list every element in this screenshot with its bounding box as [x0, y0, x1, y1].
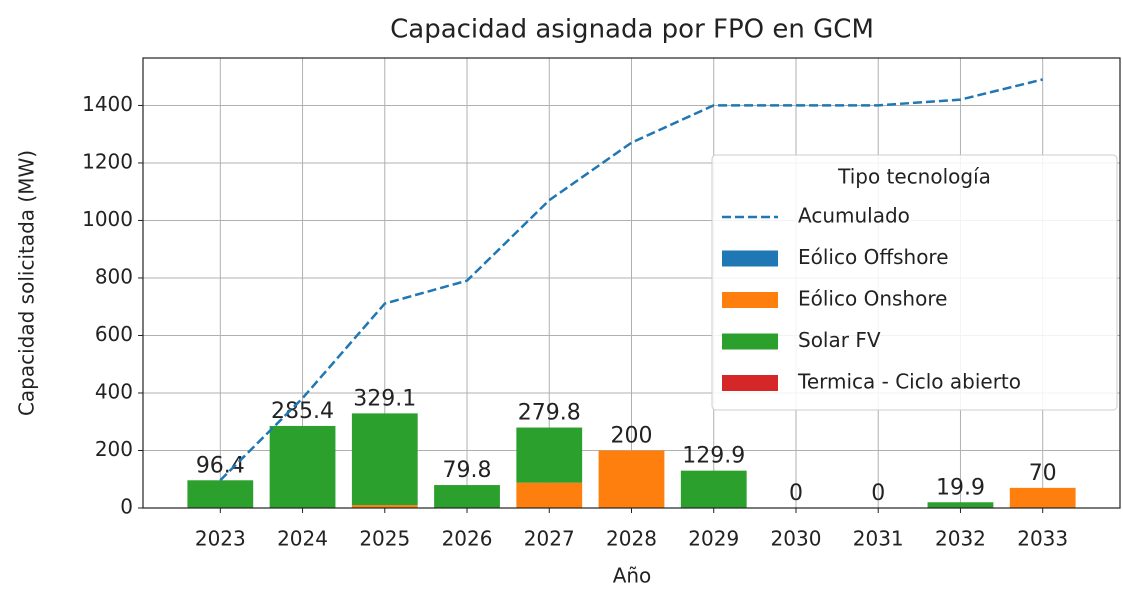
bar — [516, 427, 583, 483]
y-axis-label: Capacidad solicitada (MW) — [15, 150, 39, 416]
bar — [269, 425, 336, 508]
y-tick-label: 1400 — [82, 92, 133, 116]
legend-label: Solar FV — [798, 328, 881, 352]
x-tick-label: 2032 — [935, 527, 986, 551]
x-tick-label: 2024 — [277, 527, 328, 551]
legend-label: Termica - Ciclo abierto — [797, 370, 1021, 394]
x-axis-label: Año — [613, 564, 652, 588]
y-tick-label: 1200 — [82, 149, 133, 173]
x-tick-label: 2033 — [1017, 527, 1068, 551]
y-tick-label: 600 — [95, 322, 133, 346]
x-tick-label: 2026 — [442, 527, 493, 551]
y-tick-label: 1000 — [82, 207, 133, 231]
data-label: 279.8 — [518, 401, 581, 426]
bar — [351, 413, 418, 506]
legend-box — [711, 154, 1118, 411]
legend-swatch — [722, 333, 778, 350]
data-label: 129.9 — [682, 444, 745, 469]
legend-title: Tipo tecnología — [837, 165, 991, 189]
x-tick-label: 2031 — [853, 527, 904, 551]
data-label: 70 — [1029, 461, 1057, 486]
bar — [516, 482, 583, 508]
data-label: 0 — [871, 481, 885, 506]
y-tick-label: 400 — [95, 379, 133, 403]
bar — [927, 502, 994, 508]
data-label: 79.8 — [443, 458, 492, 483]
chart-title: Capacidad asignada por FPO en GCM — [390, 15, 874, 45]
x-tick-label: 2023 — [195, 527, 246, 551]
x-tick-label: 2029 — [688, 527, 739, 551]
bar — [351, 505, 418, 508]
y-tick-label: 200 — [95, 437, 133, 461]
plot-frame — [142, 57, 1121, 509]
x-tick-label: 2025 — [359, 527, 410, 551]
y-tick-label: 0 — [120, 495, 133, 519]
line — [219, 78, 1043, 482]
legend-label: Eólico Offshore — [798, 245, 949, 269]
data-label: 200 — [611, 423, 653, 448]
bar — [434, 485, 500, 508]
data-label: 96.4 — [196, 453, 245, 478]
legend-swatch — [722, 375, 778, 391]
bar — [187, 480, 254, 508]
legend-label: Eólico Onshore — [798, 287, 947, 311]
data-label: 0 — [789, 481, 803, 506]
legend-label: Acumulado — [798, 204, 910, 228]
bar — [1009, 487, 1076, 508]
legend-swatch — [722, 292, 778, 308]
data-label: 329.1 — [353, 386, 416, 411]
data-label: 19.9 — [936, 475, 985, 500]
bar — [680, 470, 747, 508]
x-tick-label: 2030 — [771, 527, 822, 551]
legend-swatch — [722, 250, 778, 267]
x-tick-label: 2027 — [524, 527, 575, 551]
x-tick-label: 2028 — [606, 527, 657, 551]
y-tick-label: 800 — [95, 264, 133, 288]
bar — [598, 450, 665, 508]
